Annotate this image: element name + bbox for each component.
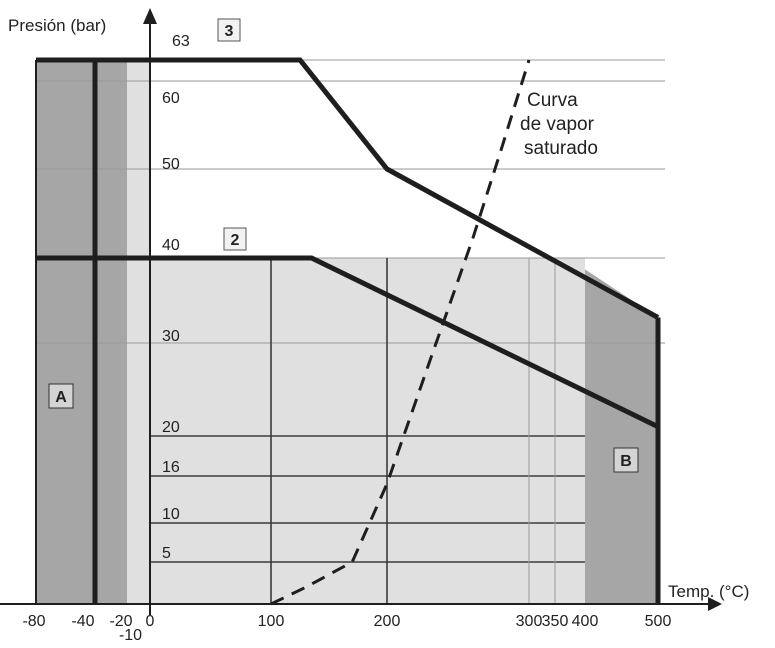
annotation-line-2: de vapor [520,114,595,135]
x-tick-label: -80 [22,613,45,630]
y-tick-label: 20 [162,419,180,436]
region-badge-box [613,447,639,473]
region-a-fill [36,60,127,604]
allowed-area-light [127,258,585,604]
annotation-line-1: Curva [527,90,578,111]
x-axis-label: Temp. (°C) [668,582,749,601]
x-tick-label: 300 [516,613,543,630]
y-tick-label: 50 [162,156,180,173]
y-tick-label: 30 [162,328,180,345]
y-tick-label: 10 [162,506,180,523]
y-tick-label: 63 [172,33,190,50]
x-tick-label: 350 [542,613,569,630]
annotation-vapor-curve: Curva de vapor saturado [520,90,598,159]
region-badge-box [48,383,74,409]
x-tick-label: -10 [119,627,142,644]
allowed-area-light-upper [127,60,150,258]
x-axis-arrow [708,597,722,611]
series-line-3 [270,59,531,606]
series-badge-box [223,227,247,251]
y-axis-label: Presión (bar) [8,16,106,35]
region-b-fill [585,269,658,604]
y-tick-label: 16 [162,459,180,476]
series-badge-label: 2 [231,232,240,249]
y-tick-label: 60 [162,90,180,107]
x-tick-label: 200 [374,613,401,630]
series-badge-box [217,18,241,42]
x-tick-label: 0 [146,613,155,630]
x-tick-label: 100 [258,613,285,630]
x-tick-label: -20 [109,613,132,630]
y-tick-label: 5 [162,545,171,562]
labels-layer: -80 -40 -20-100 100 200 300 350 400 500 63 60 50 40 3… [22,18,672,644]
regions-layer [36,60,658,604]
series-badge-label: 3 [225,23,234,40]
annotation-line-3: saturado [524,138,598,159]
y-axis-arrow [143,8,157,24]
series-line-1 [36,57,660,320]
region-badge-label: B [620,453,632,470]
axes-layer [0,8,722,615]
series-layer [36,57,660,606]
series-line-2 [36,255,660,429]
y-tick-label: 40 [162,237,180,254]
x-tick-label: 500 [645,613,672,630]
x-tick-label: -40 [71,613,94,630]
region-badge-label: A [55,389,67,406]
x-tick-label: 400 [572,613,599,630]
